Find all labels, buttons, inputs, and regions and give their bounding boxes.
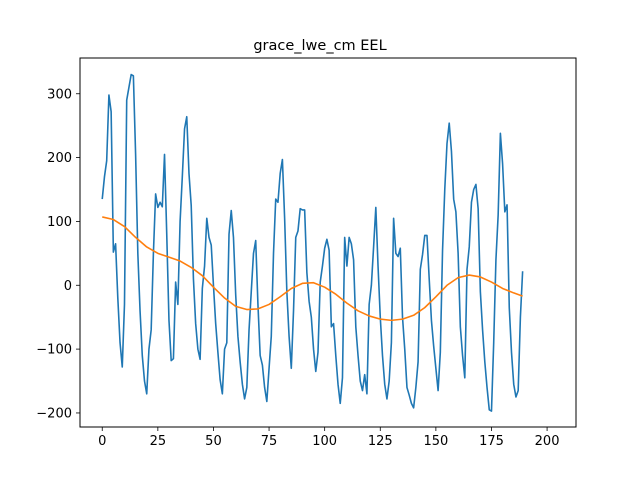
x-tick-label: 50 xyxy=(205,434,222,449)
series-line-2 xyxy=(102,216,523,322)
x-tick-label: 75 xyxy=(261,434,278,449)
x-tick-label: 100 xyxy=(312,434,337,449)
x-tick-label: 25 xyxy=(150,434,167,449)
series-layer xyxy=(101,73,524,412)
chart-title: grace_lwe_cm EEL xyxy=(253,38,386,54)
x-axis: 0 25 50 75 100 125 150 175 200 xyxy=(98,427,559,449)
y-tick-label: −200 xyxy=(36,406,72,421)
x-tick-label: 125 xyxy=(368,434,393,449)
x-tick-label: 200 xyxy=(535,434,560,449)
y-tick-label: 200 xyxy=(47,151,72,166)
series-line-1 xyxy=(101,73,524,412)
y-tick-label: 100 xyxy=(47,215,72,230)
x-tick-label: 150 xyxy=(423,434,448,449)
y-tick-label: 0 xyxy=(64,279,72,294)
x-tick-label: 175 xyxy=(479,434,504,449)
plot-frame xyxy=(79,57,577,428)
x-tick-label: 0 xyxy=(98,434,106,449)
y-tick-label: 300 xyxy=(47,87,72,102)
y-axis: −200 −100 0 100 200 300 xyxy=(36,87,80,421)
y-tick-label: −100 xyxy=(36,343,72,358)
